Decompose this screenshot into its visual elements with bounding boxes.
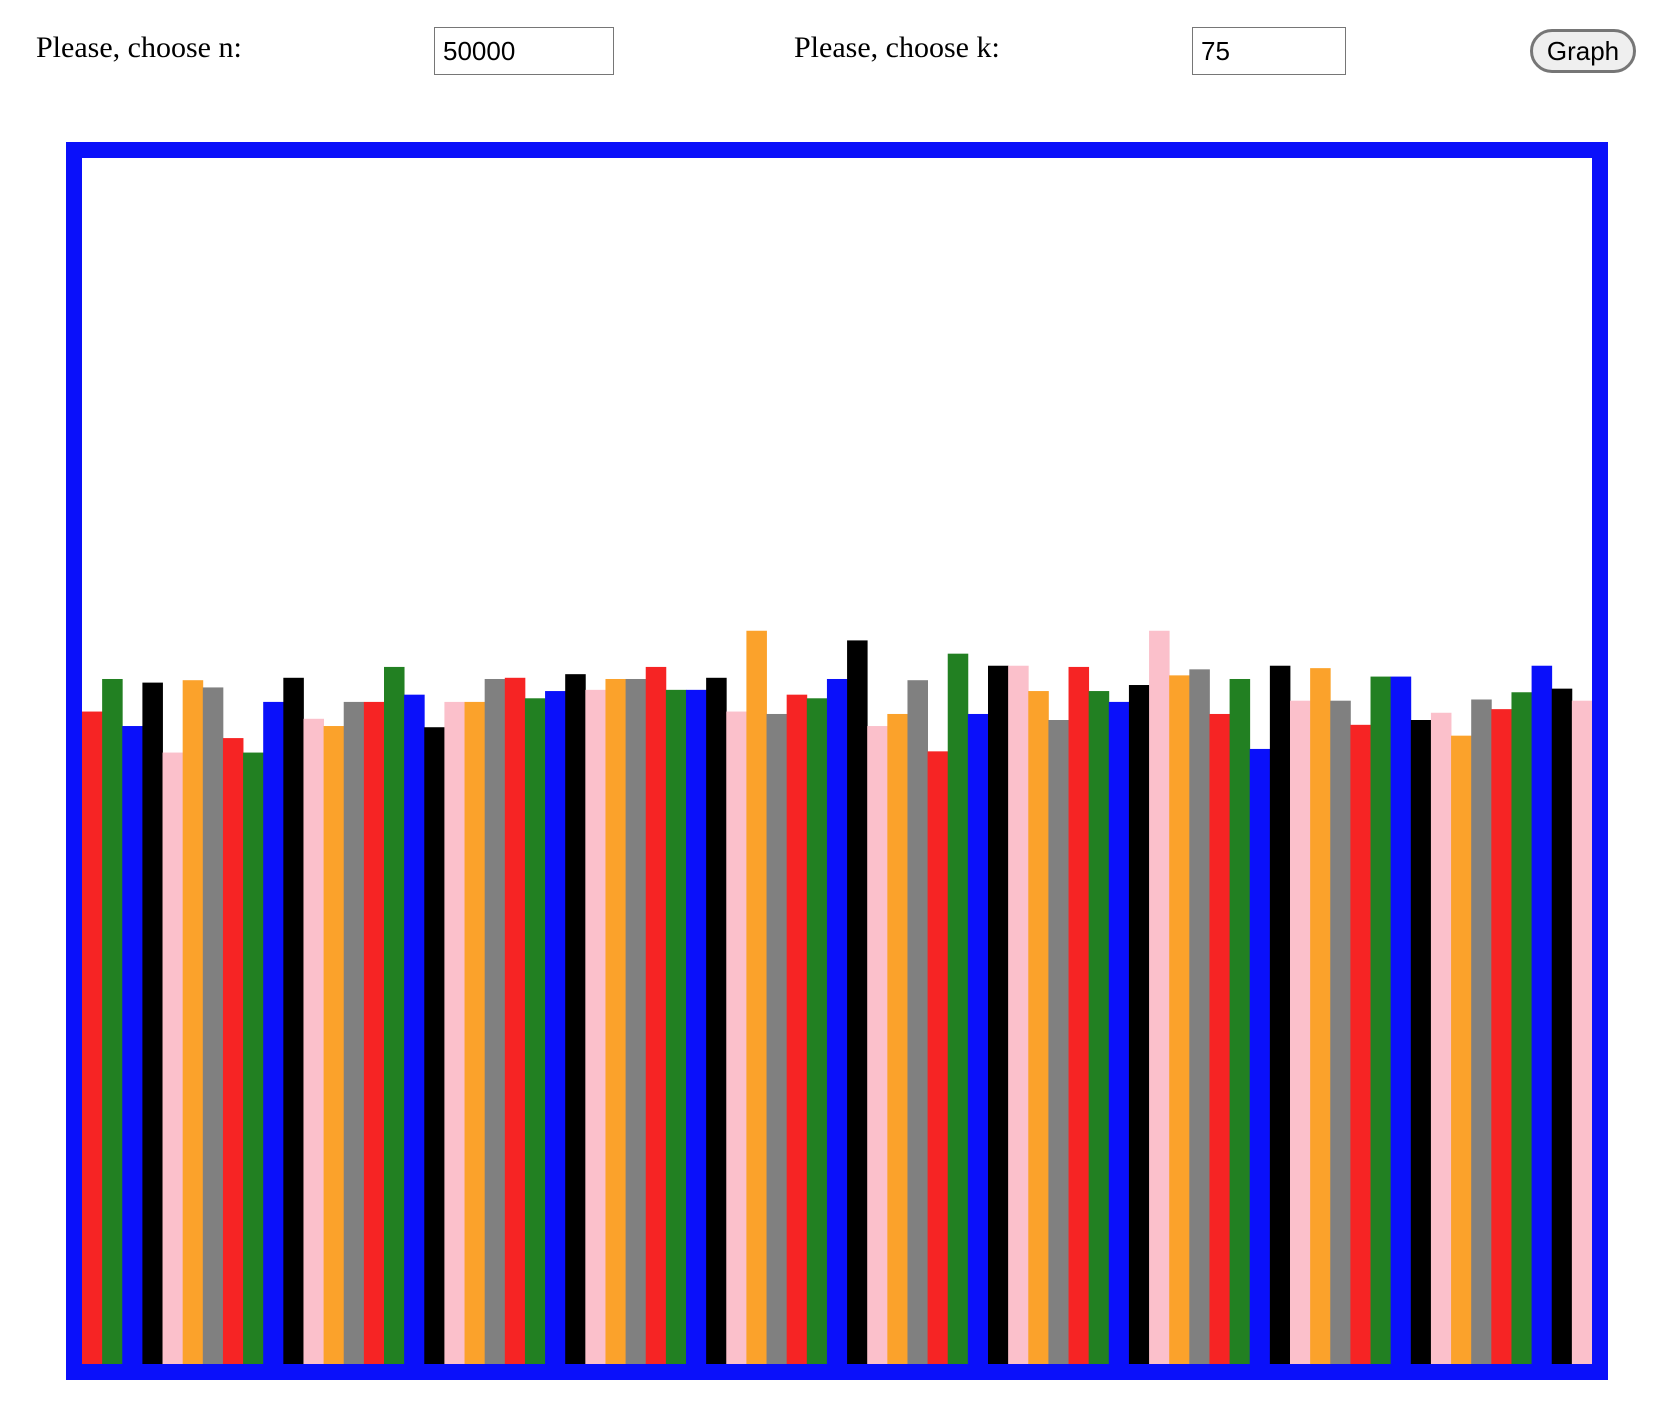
bar-75 (1571, 700, 1592, 1364)
bar-23 (524, 698, 546, 1364)
bar-30 (665, 689, 687, 1364)
bar-43 (927, 751, 949, 1364)
bar-37 (806, 698, 828, 1364)
bar-54 (1149, 630, 1170, 1364)
n-input[interactable] (434, 27, 614, 75)
bar-46 (988, 665, 1009, 1364)
bar-20 (464, 701, 486, 1364)
bar-44 (947, 653, 969, 1364)
bar-49 (1048, 720, 1069, 1364)
bar-28 (625, 678, 647, 1364)
bar-13 (323, 726, 345, 1364)
bar-12 (303, 718, 324, 1364)
bar-45 (967, 713, 989, 1364)
bar-14 (343, 701, 365, 1364)
bar-66 (1390, 676, 1412, 1364)
bar-71 (1491, 709, 1512, 1364)
bar-50 (1068, 666, 1090, 1364)
bar-22 (504, 677, 526, 1364)
bar-41 (887, 713, 908, 1364)
bar-35 (766, 713, 788, 1364)
bar-32 (706, 677, 727, 1364)
bar-51 (1088, 691, 1110, 1364)
chart-frame (66, 142, 1608, 1380)
bar-67 (1410, 720, 1432, 1364)
bar-11 (283, 677, 304, 1364)
bar-52 (1108, 701, 1130, 1364)
bar-36 (786, 694, 808, 1364)
bar-62 (1310, 668, 1331, 1364)
bar-5 (162, 752, 184, 1364)
bar-70 (1471, 699, 1492, 1364)
bar-56 (1189, 669, 1210, 1364)
bar-74 (1551, 688, 1573, 1364)
bar-26 (585, 689, 606, 1364)
bar-64 (1350, 724, 1371, 1364)
bar-6 (182, 680, 204, 1364)
bar-53 (1128, 685, 1150, 1364)
bar-68 (1430, 712, 1452, 1364)
bar-48 (1028, 691, 1049, 1364)
bar-59 (1249, 748, 1271, 1364)
bar-38 (826, 678, 848, 1364)
bar-19 (444, 701, 465, 1364)
bar-21 (484, 678, 506, 1364)
bar-1 (82, 711, 103, 1364)
bar-63 (1330, 700, 1351, 1364)
bar-9 (243, 752, 264, 1364)
bar-10 (263, 701, 284, 1364)
bar-33 (726, 711, 747, 1364)
bar-55 (1169, 675, 1190, 1364)
bar-40 (867, 726, 888, 1364)
bar-18 (424, 727, 445, 1364)
bar-69 (1451, 735, 1472, 1364)
bar-16 (384, 666, 405, 1364)
graph-button[interactable]: Graph (1530, 29, 1636, 73)
bar-34 (746, 630, 767, 1364)
bar-60 (1269, 665, 1291, 1364)
bar-4 (142, 682, 163, 1364)
bar-8 (222, 738, 244, 1364)
bar-57 (1209, 713, 1230, 1364)
bar-72 (1511, 692, 1532, 1364)
bar-chart (82, 630, 1592, 1364)
n-label: Please, choose n: (36, 31, 242, 64)
bar-27 (605, 678, 626, 1364)
bar-25 (565, 674, 586, 1364)
bar-3 (122, 726, 143, 1364)
k-input[interactable] (1192, 27, 1346, 75)
bar-15 (363, 701, 385, 1364)
bar-2 (102, 678, 123, 1364)
bar-47 (1008, 665, 1029, 1364)
bar-39 (847, 640, 868, 1364)
bar-61 (1290, 700, 1311, 1364)
bar-58 (1229, 678, 1251, 1364)
bar-65 (1370, 676, 1392, 1364)
bar-29 (645, 666, 667, 1364)
bar-42 (907, 680, 928, 1364)
bar-73 (1531, 665, 1553, 1364)
bar-31 (686, 689, 707, 1364)
bar-24 (545, 691, 566, 1364)
bar-17 (404, 694, 425, 1364)
bar-7 (202, 687, 224, 1364)
k-label: Please, choose k: (794, 31, 1000, 64)
